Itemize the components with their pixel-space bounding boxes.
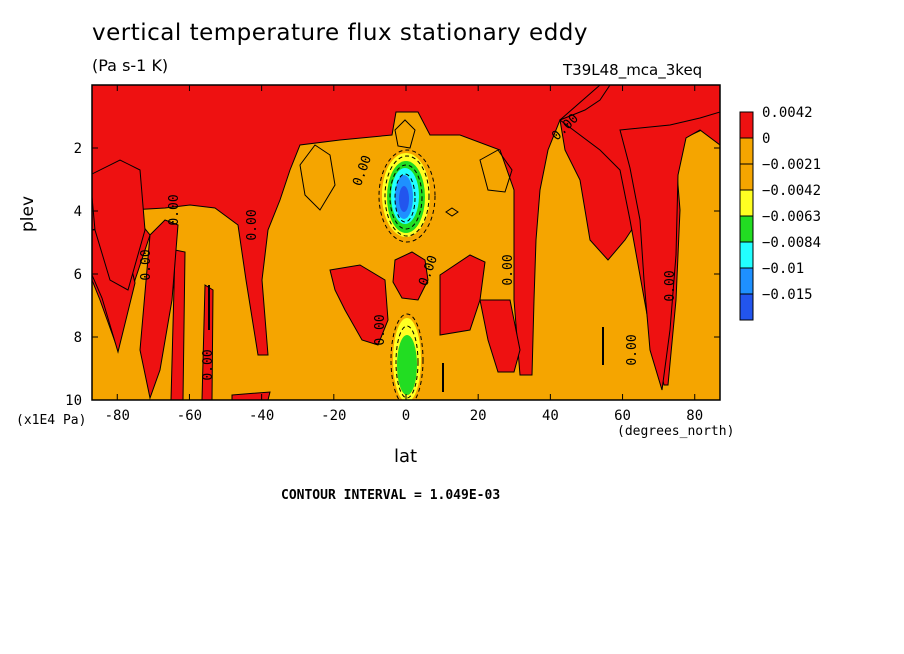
contour-label-4: 0.00 bbox=[201, 349, 216, 380]
legend-label: −0.015 bbox=[762, 287, 813, 303]
positive-region-10 bbox=[479, 299, 521, 373]
positive-region-11 bbox=[170, 249, 186, 400]
legend-swatch bbox=[739, 189, 754, 217]
positive-region-12 bbox=[201, 284, 214, 400]
positive-region-14 bbox=[139, 219, 179, 400]
positive-region-8 bbox=[392, 251, 429, 301]
contour-label-2: 0.00 bbox=[167, 194, 182, 225]
negative-contour-2 bbox=[384, 155, 430, 237]
legend-label: 0.0042 bbox=[762, 105, 813, 121]
x-tick-label: -80 bbox=[105, 408, 130, 424]
positive-region-1 bbox=[92, 85, 601, 376]
legend-label: −0.0021 bbox=[762, 157, 821, 173]
legend-swatch bbox=[739, 241, 754, 269]
legend-label: −0.0063 bbox=[762, 209, 821, 225]
legend-swatch bbox=[739, 163, 754, 191]
positive-contour-3 bbox=[394, 119, 416, 149]
legend-label: 0 bbox=[762, 131, 770, 147]
legend-label: −0.01 bbox=[762, 261, 804, 277]
contour-label-3: 0.00 bbox=[245, 209, 260, 240]
legend-swatch bbox=[739, 137, 754, 165]
x-tick-label: -40 bbox=[249, 408, 274, 424]
contour-label-11: 0.00 bbox=[663, 270, 678, 301]
positive-region-7 bbox=[329, 264, 389, 346]
x-tick-label: -20 bbox=[321, 408, 346, 424]
positive-region-13 bbox=[231, 391, 271, 400]
contour-label-6: 0.00 bbox=[373, 314, 388, 345]
positive-contour-4 bbox=[445, 207, 459, 217]
contour-label-10: 0.00 bbox=[625, 334, 640, 365]
x-axis-label: lat bbox=[394, 446, 418, 467]
y-tick-label: 4 bbox=[74, 204, 82, 220]
positive-region-6 bbox=[619, 111, 720, 391]
x-tick-label: -60 bbox=[177, 408, 202, 424]
negative-contour-6 bbox=[395, 325, 419, 399]
legend-label: −0.0084 bbox=[762, 235, 821, 251]
x-tick-label: 20 bbox=[470, 408, 487, 424]
x-tick-label: 60 bbox=[614, 408, 631, 424]
positive-region-15 bbox=[92, 159, 146, 291]
chart-title: vertical temperature flux stationary edd… bbox=[92, 20, 589, 46]
y-tick-label: 2 bbox=[74, 141, 82, 157]
y-tick-label: 8 bbox=[74, 330, 82, 346]
y-axis-unit: (x1E4 Pa) bbox=[16, 413, 87, 428]
legend-swatch bbox=[739, 215, 754, 243]
x-tick-label: 40 bbox=[542, 408, 559, 424]
y-tick-label: 6 bbox=[74, 267, 82, 283]
negative-core-7 bbox=[397, 335, 417, 395]
contour-label-8: 0.00 bbox=[501, 254, 516, 285]
negative-core-5 bbox=[399, 186, 409, 212]
positive-contour-2 bbox=[479, 149, 513, 193]
legend-swatch bbox=[739, 111, 754, 139]
chart-units: (Pa s-1 K) bbox=[92, 56, 169, 75]
run-label: T39L48_mca_3keq bbox=[563, 61, 703, 79]
x-axis-unit: (degrees_north) bbox=[617, 424, 735, 439]
x-tick-label: 80 bbox=[686, 408, 703, 424]
negative-contour-1 bbox=[378, 149, 436, 243]
negative-contour-3 bbox=[389, 164, 423, 230]
negative-contour-5 bbox=[390, 313, 424, 400]
positive-contour-1 bbox=[299, 144, 336, 211]
contour-interval: CONTOUR INTERVAL = 1.049E-03 bbox=[281, 488, 501, 503]
negative-contour-4 bbox=[394, 173, 416, 223]
contour-label-1: 0.00 bbox=[139, 249, 154, 280]
legend-swatch bbox=[739, 293, 754, 321]
y-tick-label: 10 bbox=[65, 393, 82, 409]
legend-label: −0.0042 bbox=[762, 183, 821, 199]
x-tick-label: 0 bbox=[402, 408, 410, 424]
legend-swatch bbox=[739, 267, 754, 295]
